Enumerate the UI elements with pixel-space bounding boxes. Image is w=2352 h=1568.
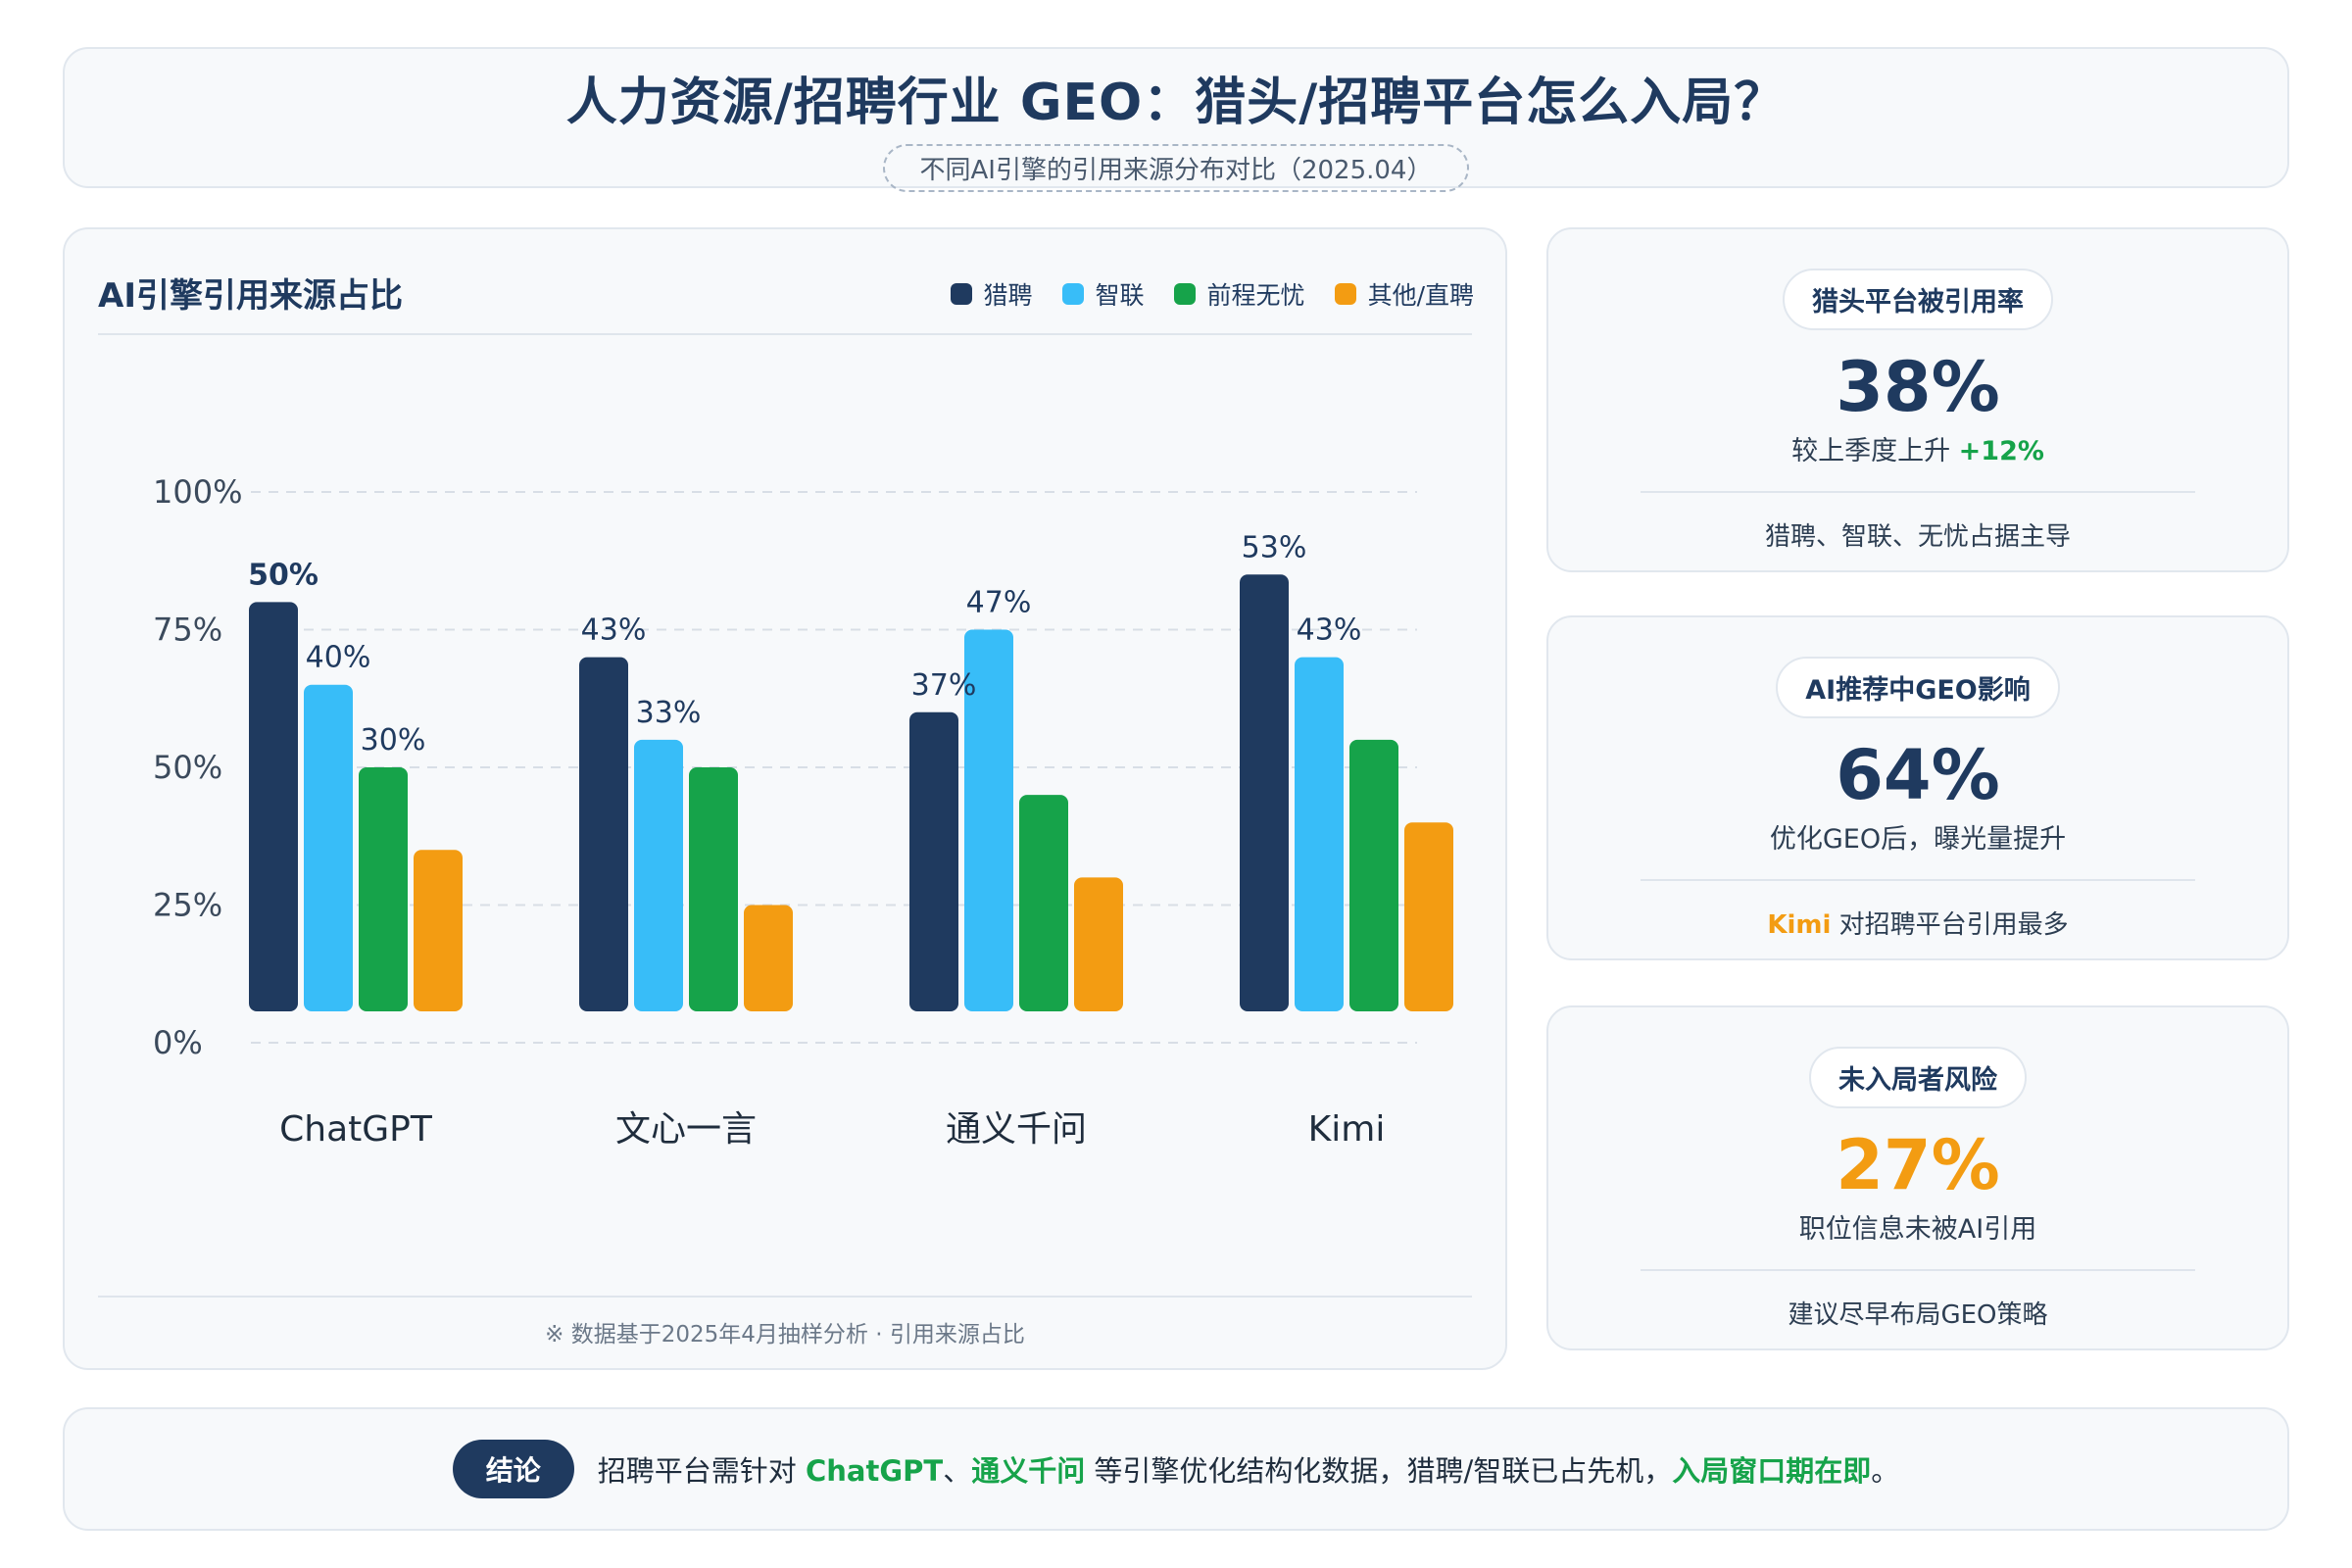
data-label: 37% bbox=[911, 668, 977, 703]
data-label: 33% bbox=[636, 696, 702, 730]
stat-subtext: 职位信息未被AI引用 bbox=[1548, 1207, 2287, 1246]
conclusion-part: 等引擎优化结构化数据，猎聘/智联已占先机， bbox=[1085, 1454, 1673, 1488]
stat-divider bbox=[1641, 491, 2195, 493]
legend-swatch bbox=[1173, 283, 1196, 305]
header-card: 人力资源/招聘行业 GEO：猎头/招聘平台怎么入局？ 不同AI引擎的引用来源分布… bbox=[63, 47, 2289, 192]
stat-subtext: 优化GEO后，曝光量提升 bbox=[1548, 817, 2287, 856]
legend-item-liepin: 猎聘 bbox=[950, 276, 1033, 312]
data-label: 30% bbox=[361, 723, 426, 758]
bar bbox=[744, 905, 793, 1011]
data-label: 50% bbox=[248, 558, 318, 592]
data-label: 47% bbox=[966, 586, 1032, 620]
legend-label: 猎聘 bbox=[983, 281, 1033, 310]
conclusion-highlight: 通义千问 bbox=[971, 1454, 1086, 1488]
bar bbox=[304, 684, 353, 1011]
page-subtitle: 不同AI引擎的引用来源分布对比（2025.04） bbox=[882, 144, 1470, 192]
stat-card-risk: 未入局者风险 27% 职位信息未被AI引用 建议尽早布局GEO策略 bbox=[1546, 1005, 2289, 1350]
chart-legend: 猎聘 智联 前程无忧 其他/直聘 bbox=[950, 276, 1474, 312]
stat-divider bbox=[1641, 879, 2195, 881]
conclusion-part: 招聘平台需针对 bbox=[597, 1454, 806, 1488]
x-category-label: 通义千问 bbox=[946, 1109, 1087, 1150]
legend-swatch bbox=[1061, 283, 1084, 305]
stat-pill: 猎头平台被引用率 bbox=[1783, 269, 2053, 330]
chart-panel: AI引擎引用来源占比 猎聘 智联 前程无忧 其他/直聘 0% 25% 50% 75% 1… bbox=[63, 227, 1507, 1370]
stat-pill: 未入局者风险 bbox=[1809, 1047, 2027, 1108]
bar bbox=[634, 739, 683, 1011]
stat-value: 27% bbox=[1836, 1125, 2000, 1205]
bar bbox=[1074, 877, 1123, 1011]
y-tick-label: 75% bbox=[153, 612, 222, 649]
header-divider bbox=[98, 333, 1472, 335]
bar bbox=[249, 602, 298, 1011]
data-label: 40% bbox=[306, 641, 371, 675]
page-title: 人力资源/招聘行业 GEO：猎头/招聘平台怎么入局？ bbox=[565, 74, 1787, 132]
bar bbox=[1240, 574, 1289, 1011]
stat-note: 建议尽早布局GEO策略 bbox=[1548, 1295, 2287, 1331]
data-label: 43% bbox=[1297, 613, 1362, 648]
stat-note-text: 对招聘平台引用最多 bbox=[1831, 910, 2069, 940]
stat-note-highlight: Kimi bbox=[1767, 910, 1832, 940]
bar bbox=[414, 850, 463, 1011]
stat-note: 猎聘、智联、无忧占据主导 bbox=[1548, 516, 2287, 553]
x-category-label: Kimi bbox=[1308, 1109, 1386, 1150]
bar bbox=[579, 657, 628, 1011]
stat-sub-prefix: 职位信息未被AI引用 bbox=[1798, 1214, 2037, 1245]
stat-note-text: 猎聘、智联、无忧占据主导 bbox=[1764, 522, 2071, 552]
conclusion-part: 。 bbox=[1871, 1454, 1900, 1488]
legend-label: 前程无忧 bbox=[1206, 281, 1305, 310]
conclusion-highlight: ChatGPT bbox=[805, 1454, 944, 1488]
stat-sub-prefix: 优化GEO后，曝光量提升 bbox=[1769, 824, 2067, 855]
legend-label: 智联 bbox=[1095, 281, 1145, 310]
stat-divider bbox=[1641, 1269, 2195, 1271]
stat-sub-highlight: +12% bbox=[1958, 436, 2044, 466]
legend-item-51job: 前程无忧 bbox=[1173, 276, 1305, 312]
chart-footnote: ※ 数据基于2025年4月抽样分析 · 引用来源占比 bbox=[545, 1322, 1025, 1348]
legend-item-zhilian: 智联 bbox=[1061, 276, 1145, 312]
stat-value: 38% bbox=[1836, 347, 2000, 427]
chart-title: AI引擎引用来源占比 bbox=[98, 276, 403, 316]
bar bbox=[1019, 795, 1068, 1011]
x-category-label: 文心一言 bbox=[615, 1109, 757, 1150]
bar bbox=[1349, 739, 1398, 1011]
stat-subtext: 较上季度上升 +12% bbox=[1548, 429, 2287, 467]
y-tick-label: 25% bbox=[153, 887, 222, 924]
y-tick-label: 0% bbox=[153, 1024, 203, 1061]
bar bbox=[1404, 822, 1453, 1011]
y-tick-label: 100% bbox=[153, 473, 242, 511]
stat-note-text: 建议尽早布局GEO策略 bbox=[1788, 1300, 2048, 1330]
footer-divider bbox=[98, 1296, 1472, 1298]
conclusion-part: 、 bbox=[943, 1454, 972, 1488]
conclusion-bar: 结论 招聘平台需针对 ChatGPT、通义千问 等引擎优化结构化数据，猎聘/智联… bbox=[63, 1407, 2289, 1531]
data-label: 53% bbox=[1242, 530, 1307, 564]
bar bbox=[909, 711, 958, 1011]
bar bbox=[964, 629, 1013, 1011]
legend-label: 其他/直聘 bbox=[1367, 281, 1474, 310]
stat-pill: AI推荐中GEO影响 bbox=[1776, 657, 2060, 718]
stat-card-geo-impact: AI推荐中GEO影响 64% 优化GEO后，曝光量提升 Kimi 对招聘平台引用… bbox=[1546, 615, 2289, 960]
stat-sub-prefix: 较上季度上升 bbox=[1791, 436, 1959, 466]
conclusion-text: 招聘平台需针对 ChatGPT、通义千问 等引擎优化结构化数据，猎聘/智联已占先… bbox=[598, 1448, 1899, 1490]
stat-note: Kimi 对招聘平台引用最多 bbox=[1548, 905, 2287, 941]
bar bbox=[1295, 657, 1344, 1011]
conclusion-badge: 结论 bbox=[452, 1440, 574, 1498]
legend-item-other: 其他/直聘 bbox=[1334, 276, 1474, 312]
legend-swatch bbox=[1334, 283, 1356, 305]
bar-chart: 0% 25% 50% 75% 100% ChatGPT 文心一言 通义千问 Kimi 50% 40%… bbox=[153, 473, 1453, 1150]
x-category-label: ChatGPT bbox=[279, 1109, 433, 1150]
bar bbox=[359, 767, 408, 1011]
conclusion-highlight: 入局窗口期在即 bbox=[1672, 1454, 1872, 1488]
data-label: 43% bbox=[581, 613, 647, 648]
stat-value: 64% bbox=[1836, 735, 2000, 815]
bar bbox=[689, 767, 738, 1011]
legend-swatch bbox=[950, 283, 972, 305]
stat-card-headhunter-citation: 猎头平台被引用率 38% 较上季度上升 +12% 猎聘、智联、无忧占据主导 bbox=[1546, 227, 2289, 572]
y-tick-label: 50% bbox=[153, 749, 222, 786]
